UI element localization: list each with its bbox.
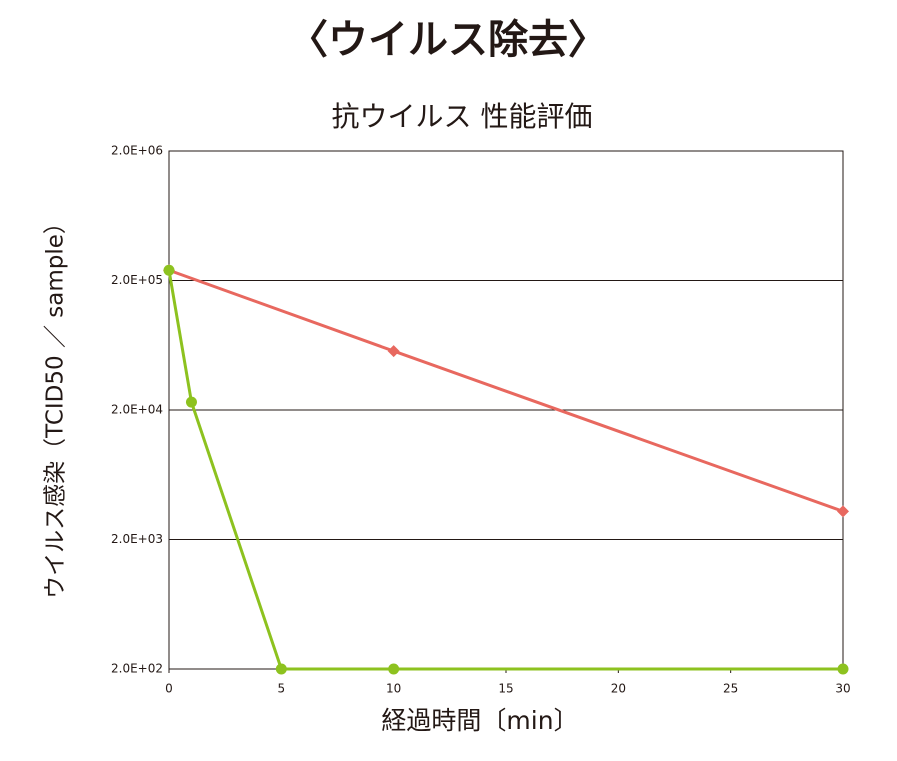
point <box>388 663 400 675</box>
series-line <box>167 269 843 671</box>
x-tick-label: 30 <box>835 682 850 696</box>
page-title: 〈ウイルス除去〉 <box>288 17 608 63</box>
point <box>387 345 400 358</box>
x-tick-label: 25 <box>723 682 738 696</box>
x-tick-label: 0 <box>165 682 173 696</box>
x-tick-label: 20 <box>611 682 626 696</box>
chart-title: 抗ウイルス 性能評価 <box>332 100 593 133</box>
y-tick-label: 2.0E+03 <box>111 532 163 546</box>
x-tick-label: 10 <box>386 682 401 696</box>
y-tick-label: 2.0E+06 <box>111 144 163 158</box>
y-tick-label: 2.0E+02 <box>111 662 163 676</box>
y-axis-label: ウイルス感染（TCID50 ／ sample） <box>43 211 69 599</box>
x-axis-label: 経過時間〔min〕 <box>381 706 578 735</box>
point <box>837 505 849 518</box>
point <box>837 663 849 675</box>
point <box>275 663 287 675</box>
point <box>185 396 197 408</box>
series-line <box>168 268 844 513</box>
y-tick-label: 2.0E+05 <box>111 273 163 287</box>
x-tick-label: 5 <box>278 682 286 696</box>
x-tick-label: 15 <box>498 682 513 696</box>
y-tick-label: 2.0E+04 <box>111 403 163 417</box>
point <box>163 264 175 276</box>
